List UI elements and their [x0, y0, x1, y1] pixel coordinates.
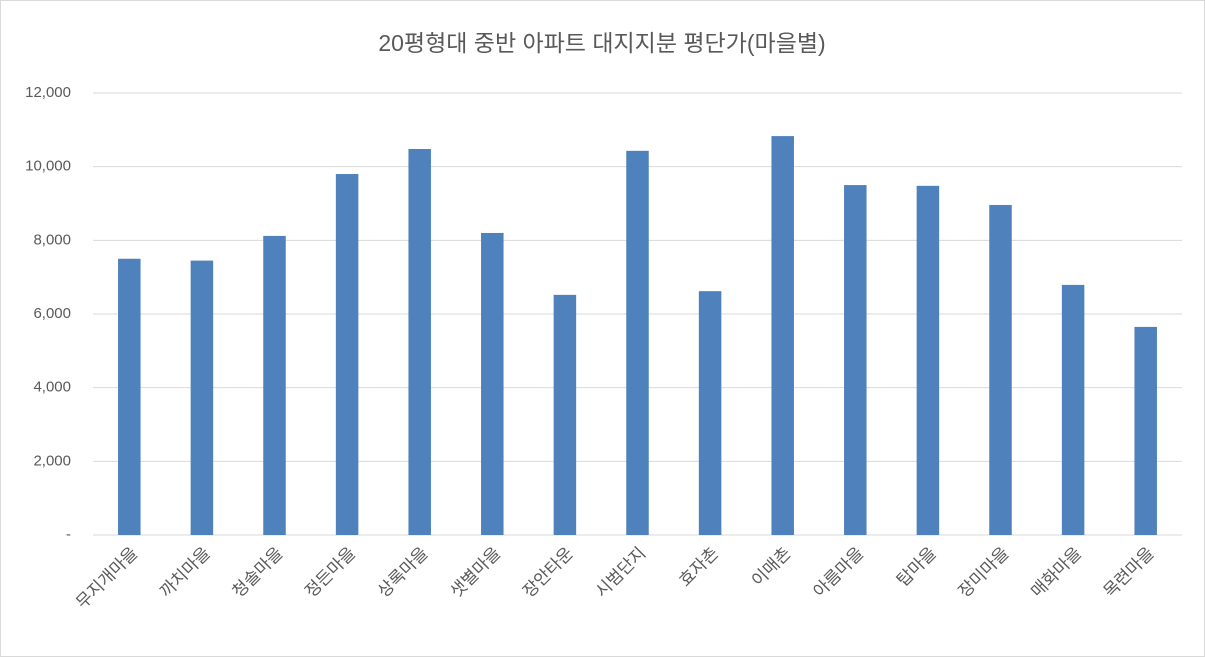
bar	[989, 204, 1012, 535]
y-tick-label: 10,000	[25, 158, 71, 175]
bar	[335, 174, 359, 536]
bar	[553, 294, 577, 535]
y-tick-label: 6,000	[33, 305, 71, 322]
y-tick-label: -	[66, 526, 71, 543]
bar	[190, 260, 214, 535]
bar	[698, 291, 722, 535]
y-tick-label: 2,000	[33, 452, 71, 469]
bar	[118, 258, 141, 535]
bar	[408, 148, 431, 535]
bar	[1134, 326, 1157, 535]
bar	[263, 235, 286, 535]
chart-title: 20평형대 중반 아파트 대지지분 평단가(마을별)	[378, 30, 825, 56]
bar	[481, 232, 504, 535]
y-tick-label: 8,000	[33, 231, 71, 248]
bar	[844, 185, 867, 536]
bar	[1061, 284, 1085, 535]
y-tick-label: 12,000	[25, 84, 71, 101]
bar	[626, 150, 649, 535]
bar	[771, 136, 794, 535]
bar	[916, 185, 940, 535]
y-tick-label: 4,000	[33, 379, 71, 396]
